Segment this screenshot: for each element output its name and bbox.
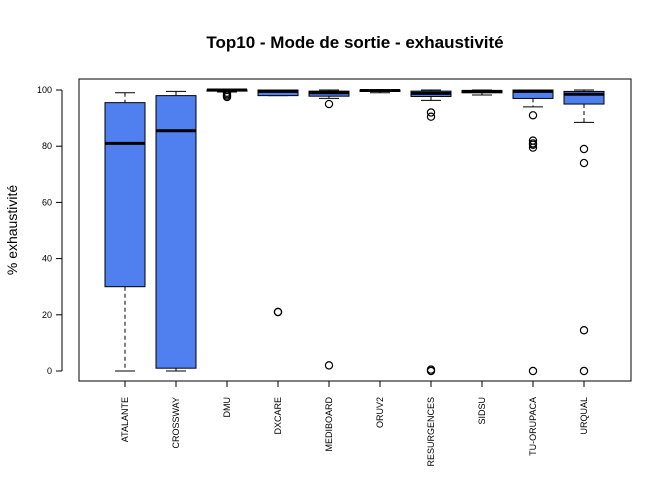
y-axis: 0 20 40 60 80 100 [37, 85, 63, 376]
y-tick-label: 60 [42, 197, 52, 207]
outlier-point [324, 99, 334, 109]
outlier-point [273, 307, 283, 317]
outlier-point [426, 366, 436, 376]
x-tick-label: ORUV2 [375, 397, 385, 428]
box-tu-orupaca [512, 89, 554, 376]
x-axis: ATALANTE CROSSWAY DMU DXCARE MEDIBOARD ORUV2 R… [120, 380, 589, 467]
box-crossway [155, 90, 197, 372]
y-tick-label: 40 [42, 254, 52, 264]
outlier-point [222, 88, 232, 98]
outlier-point [579, 144, 589, 154]
x-tick-label: URQUAL [579, 397, 589, 435]
box-dmu [206, 88, 248, 102]
outlier-point [528, 140, 538, 149]
box-oruv2 [359, 89, 401, 94]
outlier-point [426, 112, 436, 121]
chart-title: Top10 - Mode de sortie - exhaustivité [206, 33, 503, 52]
x-tick-label: MEDIBOARD [324, 397, 334, 452]
outlier-point [528, 111, 538, 120]
outlier-point [324, 361, 334, 370]
outlier-point [528, 366, 538, 376]
box-resurgences [410, 89, 452, 376]
box-urqual [563, 89, 605, 376]
x-tick-label: DXCARE [273, 397, 283, 435]
y-axis-label: % exhaustivité [4, 185, 20, 275]
outlier-point [426, 108, 436, 117]
box-sidsu [461, 89, 503, 96]
x-tick-label: SIDSU [477, 397, 487, 425]
x-tick-label: DMU [222, 397, 232, 418]
x-tick-label: RESURGENCES [426, 397, 436, 467]
outlier-point [579, 158, 589, 168]
box-iqr [155, 95, 197, 369]
box-atalante [104, 92, 146, 372]
x-tick-label: CROSSWAY [171, 397, 181, 449]
y-tick-label: 80 [42, 141, 52, 151]
x-tick-label: TU-ORUPACA [528, 397, 538, 456]
outlier-point [579, 326, 589, 335]
box-iqr [104, 102, 146, 288]
boxes-group [104, 88, 605, 376]
y-tick-label: 20 [42, 310, 52, 320]
x-tick-label: ATALANTE [120, 397, 130, 442]
box-mediboard [308, 89, 350, 370]
box-dxcare [257, 89, 299, 317]
outlier-point [528, 143, 538, 152]
y-tick-label: 100 [37, 85, 52, 95]
outlier-point [579, 366, 589, 376]
y-tick-label: 0 [47, 366, 52, 376]
